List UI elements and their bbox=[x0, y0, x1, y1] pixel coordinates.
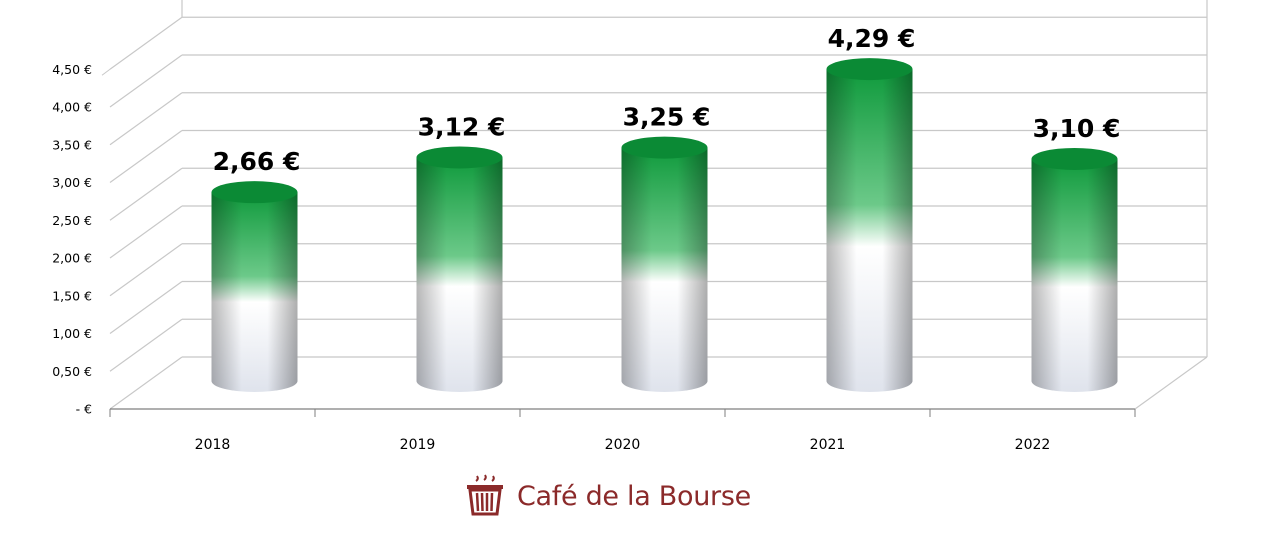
data-label: 3,10 € bbox=[1033, 114, 1121, 143]
gridline-diagonal bbox=[109, 54, 183, 108]
floor-right-edge bbox=[1134, 356, 1208, 410]
y-tick-label: 3,00 € bbox=[52, 175, 92, 190]
bar-2022 bbox=[1031, 147, 1118, 392]
x-tick-label: 2022 bbox=[1015, 437, 1051, 453]
bar-2021 bbox=[826, 58, 913, 392]
bar-top bbox=[416, 146, 503, 169]
gridline-diagonal bbox=[109, 356, 183, 410]
x-tick-label: 2018 bbox=[195, 437, 231, 453]
gridline-diagonal bbox=[109, 318, 183, 372]
y-tick-label: 1,00 € bbox=[52, 326, 92, 341]
y-tick-label: 1,50 € bbox=[52, 288, 92, 303]
gridline-diagonal bbox=[109, 167, 183, 221]
bar-shade bbox=[1031, 158, 1118, 392]
gridline-diagonal bbox=[109, 92, 183, 146]
bar-2020 bbox=[621, 136, 708, 392]
data-label: 3,12 € bbox=[418, 112, 506, 141]
chart: - € 0,50 € 1,00 € 1,50 € 2,00 € 2,50 € 3,00 € 3… bbox=[52, 0, 1208, 453]
gridline-diagonal bbox=[109, 16, 183, 70]
chart-axes: - € 0,50 € 1,00 € 1,50 € 2,00 € 2,50 € 3,00 € 3… bbox=[52, 62, 1208, 453]
bar-2018 bbox=[211, 181, 298, 392]
y-tick-label: 0,50 € bbox=[52, 364, 92, 379]
gridline-diagonal bbox=[109, 243, 183, 297]
bar-shade bbox=[416, 157, 503, 392]
brand-name: Café de la Bourse bbox=[517, 480, 751, 512]
bar-shade bbox=[826, 69, 913, 392]
brand-logo: Café de la Bourse bbox=[463, 474, 751, 518]
gridline-diagonal bbox=[109, 281, 183, 334]
bar-top bbox=[1031, 147, 1118, 170]
data-label: 2,66 € bbox=[213, 147, 301, 176]
data-label: 3,25 € bbox=[623, 103, 711, 132]
gridline-diagonal bbox=[109, 205, 183, 259]
x-tick-label: 2021 bbox=[810, 437, 846, 453]
x-tick-label: 2020 bbox=[605, 437, 641, 453]
y-tick-label: 3,50 € bbox=[52, 137, 92, 152]
chart-bars bbox=[211, 58, 1118, 392]
chart-labels: 2,66 € 3,12 € 3,25 € 4,29 € 3,10 € bbox=[213, 24, 1121, 176]
y-tick-label: 4,50 € bbox=[52, 62, 92, 77]
y-tick-label: 4,00 € bbox=[52, 100, 92, 115]
coffee-cup-icon bbox=[467, 474, 503, 516]
bar-top bbox=[826, 58, 913, 81]
y-tick-label: 2,50 € bbox=[52, 213, 92, 228]
bar-shade bbox=[621, 147, 708, 392]
gridline-stub bbox=[101, 68, 111, 76]
x-tick-label: 2019 bbox=[400, 437, 436, 453]
data-label: 4,29 € bbox=[828, 24, 916, 53]
y-tick-label: - € bbox=[76, 402, 92, 417]
bar-2019 bbox=[416, 146, 503, 392]
bar-top bbox=[621, 136, 708, 159]
bar-shade bbox=[211, 192, 298, 392]
y-tick-label: 2,00 € bbox=[52, 251, 92, 266]
bar-top bbox=[211, 181, 298, 204]
gridline-diagonal bbox=[109, 130, 183, 183]
